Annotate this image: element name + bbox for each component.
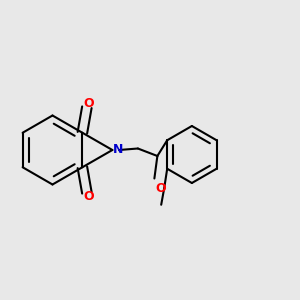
Text: O: O: [83, 190, 94, 203]
Text: O: O: [155, 182, 166, 195]
Text: N: N: [112, 143, 123, 156]
Text: O: O: [83, 97, 94, 110]
